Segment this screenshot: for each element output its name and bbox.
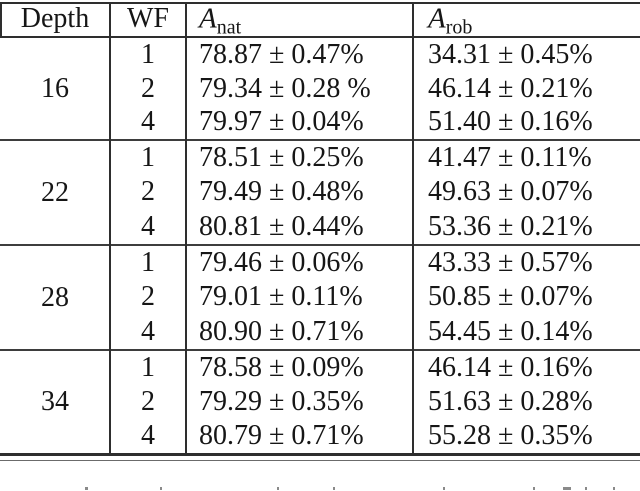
wf-cell: 1 (141, 38, 155, 70)
cropped-caption-fragment (585, 487, 587, 490)
table-row: 2 79.29 ± 0.35% 51.63 ± 0.28% (0, 385, 640, 419)
rob-accuracy-cell: 46.14 ± 0.21% (428, 72, 593, 104)
cropped-caption-fragment (563, 487, 571, 490)
rob-accuracy-cell: 49.63 ± 0.07% (428, 176, 593, 208)
depth-cell: 34 (41, 386, 69, 417)
cropped-caption-fragment (85, 487, 88, 490)
table-row: 2 79.01 ± 0.11% 50.85 ± 0.07% (0, 280, 640, 314)
column-divider (109, 2, 111, 456)
table-row: 4 80.90 ± 0.71% 54.45 ± 0.14% (0, 315, 640, 349)
wf-cell: 4 (141, 315, 155, 347)
depth-cell: 22 (41, 176, 69, 208)
wf-cell: 1 (141, 142, 155, 174)
table-row: 4 80.79 ± 0.71% 55.28 ± 0.35% (0, 419, 640, 453)
wf-cell: 4 (141, 210, 155, 242)
table-bottom-rule (0, 453, 640, 456)
rob-accuracy-cell: 46.14 ± 0.16% (428, 352, 593, 383)
wf-cell: 1 (141, 247, 155, 279)
table-row: 2 79.49 ± 0.48% 49.63 ± 0.07% (0, 175, 640, 209)
group-separator-rule (0, 139, 640, 141)
wf-cell: 2 (141, 72, 155, 104)
nat-accuracy-cell: 79.97 ± 0.04% (199, 106, 364, 138)
col-header-accuracy-natural: Anat (199, 2, 242, 39)
wf-cell: 2 (141, 176, 155, 208)
nat-accuracy-cell: 79.49 ± 0.48% (199, 176, 364, 208)
nat-accuracy-cell: 79.29 ± 0.35% (199, 386, 364, 417)
table-header-row: Depth WF Anat Arob (0, 2, 640, 39)
table-row: 4 80.81 ± 0.44% 53.36 ± 0.21% (0, 210, 640, 244)
nat-subscript: nat (216, 16, 242, 39)
rob-accuracy-cell: 34.31 ± 0.45% (428, 38, 593, 70)
depth-group: 34 1 78.58 ± 0.09% 46.14 ± 0.16% 2 79.29… (0, 351, 640, 453)
cropped-caption-fragment (533, 487, 535, 490)
nat-accuracy-cell: 80.79 ± 0.71% (199, 420, 364, 451)
table-row: 4 79.97 ± 0.04% 51.40 ± 0.16% (0, 105, 640, 139)
wf-cell: 2 (141, 386, 155, 417)
depth-group: 28 1 79.46 ± 0.06% 43.33 ± 0.57% 2 79.01… (0, 246, 640, 349)
wf-cell: 1 (141, 352, 155, 383)
cropped-caption-fragment (613, 487, 615, 490)
cropped-caption-fragment (333, 487, 335, 490)
wf-cell: 2 (141, 281, 155, 313)
rob-accuracy-cell: 54.45 ± 0.14% (428, 315, 593, 347)
group-separator-rule (0, 349, 640, 351)
nat-accuracy-cell: 78.87 ± 0.47% (199, 38, 364, 70)
rob-accuracy-cell: 51.40 ± 0.16% (428, 106, 593, 138)
cropped-caption-fragment (160, 487, 162, 490)
nat-accuracy-cell: 80.81 ± 0.44% (199, 210, 364, 242)
nat-accuracy-cell: 78.51 ± 0.25% (199, 142, 364, 174)
script-a-symbol: A (428, 2, 446, 35)
rob-accuracy-cell: 41.47 ± 0.11% (428, 142, 592, 174)
table-bottom-rule-thin (0, 460, 640, 461)
cropped-caption-fragment (443, 487, 445, 490)
table-row: 1 78.58 ± 0.09% 46.14 ± 0.16% (0, 351, 640, 385)
depth-group: 16 1 78.87 ± 0.47% 34.31 ± 0.45% 2 79.34… (0, 38, 640, 139)
depth-group: 22 1 78.51 ± 0.25% 41.47 ± 0.11% 2 79.49… (0, 141, 640, 244)
depth-cell: 16 (41, 72, 69, 104)
group-separator-rule (0, 244, 640, 246)
table-row: 1 79.46 ± 0.06% 43.33 ± 0.57% (0, 246, 640, 280)
wf-cell: 4 (141, 106, 155, 138)
cropped-caption-fragment (277, 487, 279, 490)
depth-cell: 28 (41, 281, 69, 313)
rob-accuracy-cell: 53.36 ± 0.21% (428, 210, 593, 242)
rob-accuracy-cell: 43.33 ± 0.57% (428, 247, 593, 279)
rob-subscript: rob (445, 16, 473, 39)
col-header-accuracy-robust: Arob (428, 2, 473, 39)
header-separator-rule (0, 36, 640, 38)
nat-accuracy-cell: 78.58 ± 0.09% (199, 352, 364, 383)
left-edge-rule (0, 2, 2, 38)
rob-accuracy-cell: 51.63 ± 0.28% (428, 386, 593, 417)
column-divider (412, 2, 414, 456)
table-row: 2 79.34 ± 0.28 % 46.14 ± 0.21% (0, 72, 640, 106)
col-header-wf: WF (127, 3, 169, 34)
wf-cell: 4 (141, 420, 155, 451)
table-row: 1 78.87 ± 0.47% 34.31 ± 0.45% (0, 38, 640, 72)
nat-accuracy-cell: 79.01 ± 0.11% (199, 281, 363, 313)
column-divider (185, 2, 187, 456)
col-header-depth: Depth (20, 3, 90, 34)
table-top-rule (0, 2, 640, 4)
nat-accuracy-cell: 79.46 ± 0.06% (199, 247, 364, 279)
rob-accuracy-cell: 50.85 ± 0.07% (428, 281, 593, 313)
script-a-symbol: A (199, 2, 217, 35)
nat-accuracy-cell: 79.34 ± 0.28 % (199, 72, 371, 104)
nat-accuracy-cell: 80.90 ± 0.71% (199, 315, 364, 347)
table-row: 1 78.51 ± 0.25% 41.47 ± 0.11% (0, 141, 640, 175)
rob-accuracy-cell: 55.28 ± 0.35% (428, 420, 593, 451)
